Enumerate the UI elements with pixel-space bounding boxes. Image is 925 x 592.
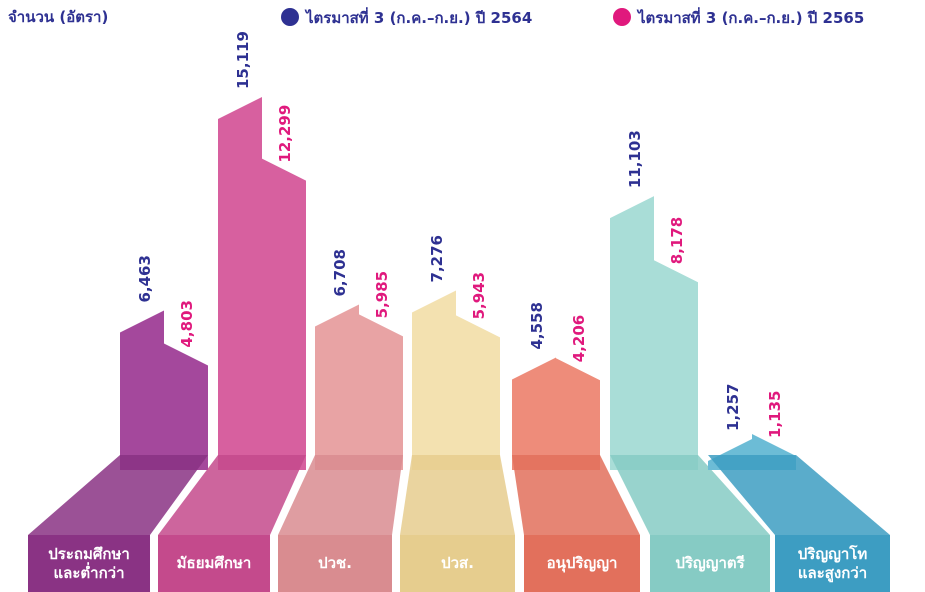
column [120,310,208,470]
value-label: 12,299 [276,105,294,163]
floor [278,455,403,535]
value-label: 4,206 [570,315,588,362]
label-box [775,535,890,592]
floor [28,455,208,535]
column [610,196,698,471]
value-label: 1,135 [766,391,784,438]
legend-label: ไตรมาสที่ 3 (ก.ค.–ก.ย.) ปี 2564 [304,7,532,27]
category-label: ปริญญาตรี [675,554,745,573]
value-label: 6,463 [136,255,154,302]
value-label: 8,178 [668,217,686,264]
category-label: ปริญญาโท และสูงกว่า [797,544,868,582]
column [512,357,600,470]
legend-marker [613,8,631,26]
category-label: ปวส. [441,554,474,573]
label-box [158,535,270,592]
column [218,97,306,470]
category-label: มัธยมศึกษา [176,554,252,573]
category-label: ปวช. [318,554,352,573]
label-box [278,535,392,592]
value-label: 4,558 [528,302,546,349]
label-box [400,535,515,592]
value-label: 15,119 [234,31,252,89]
legend-marker [281,8,299,26]
category-label: ประถมศึกษา และต่ำกว่า [48,544,130,582]
floor [708,455,890,535]
value-label: 7,276 [428,235,446,282]
floor [400,455,515,535]
floor [610,455,770,535]
label-box [650,535,770,592]
label-box [28,535,150,592]
value-label: 5,985 [373,271,391,318]
floor [158,455,306,535]
value-label: 5,943 [470,272,488,319]
floor [512,455,640,535]
label-box [524,535,640,592]
value-label: 1,257 [724,384,742,431]
y-label: จำนวน (อัตรา) [8,8,108,26]
legend-label: ไตรมาสที่ 3 (ก.ค.–ก.ย.) ปี 2565 [636,7,864,27]
value-label: 11,103 [626,130,644,188]
column [315,304,403,470]
category-label: อนุปริญญา [546,554,618,573]
value-label: 4,803 [178,300,196,347]
value-label: 6,708 [331,249,349,296]
column [412,290,500,470]
